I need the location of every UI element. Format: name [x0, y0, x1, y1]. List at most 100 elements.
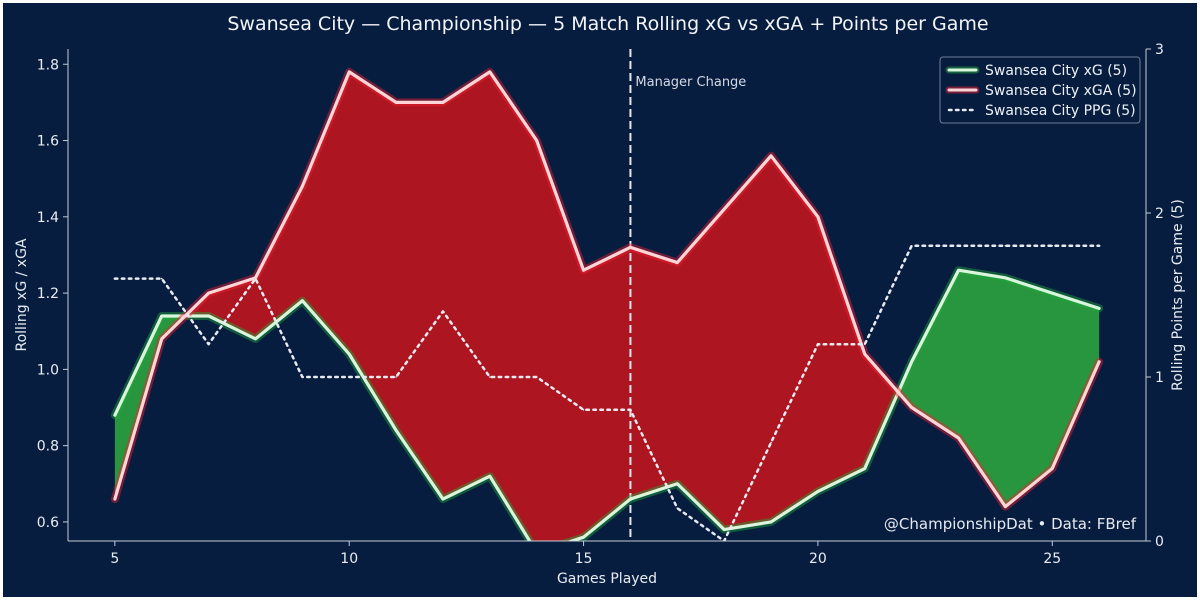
- y2-tick-label: 3: [1155, 42, 1164, 58]
- xga-point: [1051, 467, 1054, 470]
- legend: Swansea City xG (5) Swansea City xGA (5) S…: [939, 56, 1141, 124]
- y2-tick-label: 0: [1155, 534, 1164, 550]
- y-tick-label: 1.8: [37, 57, 59, 73]
- xga-point: [160, 337, 163, 341]
- ppg-point: [114, 277, 116, 280]
- xga-point: [769, 154, 773, 157]
- xga-point: [394, 101, 398, 104]
- y2-tick-label: 1: [1155, 370, 1164, 386]
- legend-label: Swansea City PPG (5): [985, 103, 1136, 119]
- xg-point: [676, 482, 679, 485]
- x-axis-label: Games Played: [557, 571, 657, 587]
- legend-label: Swansea City xG (5): [985, 63, 1127, 79]
- ppg-point: [348, 376, 351, 378]
- axes-group: [67, 49, 1147, 542]
- series-lines: [110, 67, 1104, 541]
- xg-point: [160, 314, 163, 318]
- xga-point: [816, 215, 820, 219]
- y-axis-label: Rolling xG / xGA: [14, 238, 30, 351]
- ppg-point: [160, 277, 163, 280]
- x-tick-label: 5: [110, 551, 119, 567]
- y-tick-label: 1.4: [37, 210, 59, 226]
- xg-point: [957, 269, 960, 272]
- ppg-point: [535, 376, 538, 378]
- ppg-point: [629, 409, 632, 411]
- y-tick-label: 1.0: [37, 362, 59, 378]
- xga-above-fill: [185, 71, 899, 541]
- ppg-point: [1051, 245, 1054, 247]
- x-tick-label: 20: [809, 551, 827, 567]
- legend-label: Swansea City xGA (5): [985, 83, 1137, 99]
- manager-change-label: Manager Change: [635, 75, 746, 90]
- xga-point: [441, 101, 445, 104]
- xga-point: [488, 70, 492, 74]
- y-tick-label: 1.6: [37, 134, 59, 150]
- ppg-point: [817, 343, 819, 346]
- ppg-point: [1098, 245, 1100, 247]
- y-tick-label: 1.2: [37, 286, 59, 302]
- xg-point: [441, 497, 445, 501]
- xg-point: [488, 474, 492, 478]
- xg-above-fill: [898, 270, 1100, 507]
- xga-point: [207, 291, 210, 295]
- xg-line: [113, 268, 1101, 541]
- xg-point: [207, 314, 210, 318]
- ppg-point: [489, 376, 491, 378]
- xg-point: [301, 299, 304, 302]
- xg-point: [1097, 307, 1101, 310]
- xg-point: [348, 352, 351, 356]
- ppg-point: [254, 277, 257, 280]
- xga-point: [348, 70, 351, 74]
- y-tick-label: 0.6: [37, 515, 59, 531]
- ppg-line: [113, 244, 1101, 541]
- xg-point: [863, 467, 866, 470]
- ppg-point: [957, 245, 960, 247]
- xga-point: [676, 261, 679, 264]
- xg-point: [1004, 276, 1007, 280]
- xga-point: [1004, 505, 1007, 508]
- ppg-point: [395, 376, 397, 378]
- ppg-point: [1004, 245, 1007, 247]
- y-tick-label: 0.8: [37, 439, 59, 455]
- ppg-point: [301, 376, 304, 378]
- ppg-point: [910, 245, 913, 247]
- data-credit: @ChampionshipDat • Data: FBref: [884, 515, 1137, 533]
- ppg-point: [863, 343, 866, 346]
- xg-point: [629, 497, 632, 501]
- xg-point: [816, 490, 820, 493]
- xg-point: [910, 360, 913, 363]
- xga-point: [113, 497, 117, 501]
- xga-point: [535, 139, 538, 142]
- xg-point: [394, 429, 398, 432]
- xg-point: [113, 413, 117, 417]
- xga-point: [722, 207, 726, 211]
- xga-point: [863, 352, 866, 356]
- xg-point: [769, 520, 773, 524]
- y2-axis-label: Rolling Points per Game (5): [1170, 199, 1186, 391]
- x-tick-label: 10: [340, 551, 358, 567]
- xga-point: [629, 246, 632, 249]
- tick-group: 5 10 15 20 25 0.6 0.8 1.0 1.2 1.4 1.6 1.8 0 1 2 3: [37, 42, 1164, 567]
- xg-above-fill: [114, 315, 186, 500]
- x-tick-label: 25: [1043, 551, 1061, 567]
- xg-point: [254, 337, 257, 341]
- xga-line: [113, 70, 1101, 509]
- xga-point: [301, 185, 304, 188]
- y2-tick-label: 2: [1155, 206, 1164, 222]
- x-tick-label: 15: [575, 551, 593, 567]
- xga-point: [957, 436, 960, 440]
- ppg-point: [770, 441, 772, 444]
- xga-point: [1097, 360, 1101, 363]
- fill-between-areas: [114, 71, 1100, 541]
- xga-point: [910, 406, 913, 409]
- xg-point: [722, 528, 726, 531]
- xg-point: [582, 535, 585, 539]
- ppg-point: [676, 507, 679, 510]
- legend-box: [939, 56, 1141, 124]
- xg-point: [1051, 291, 1054, 295]
- ppg-point: [582, 409, 585, 411]
- chart-title: Swansea City — Championship — 5 Match Ro…: [227, 13, 988, 35]
- ppg-point: [442, 310, 444, 313]
- xga-point: [582, 269, 585, 272]
